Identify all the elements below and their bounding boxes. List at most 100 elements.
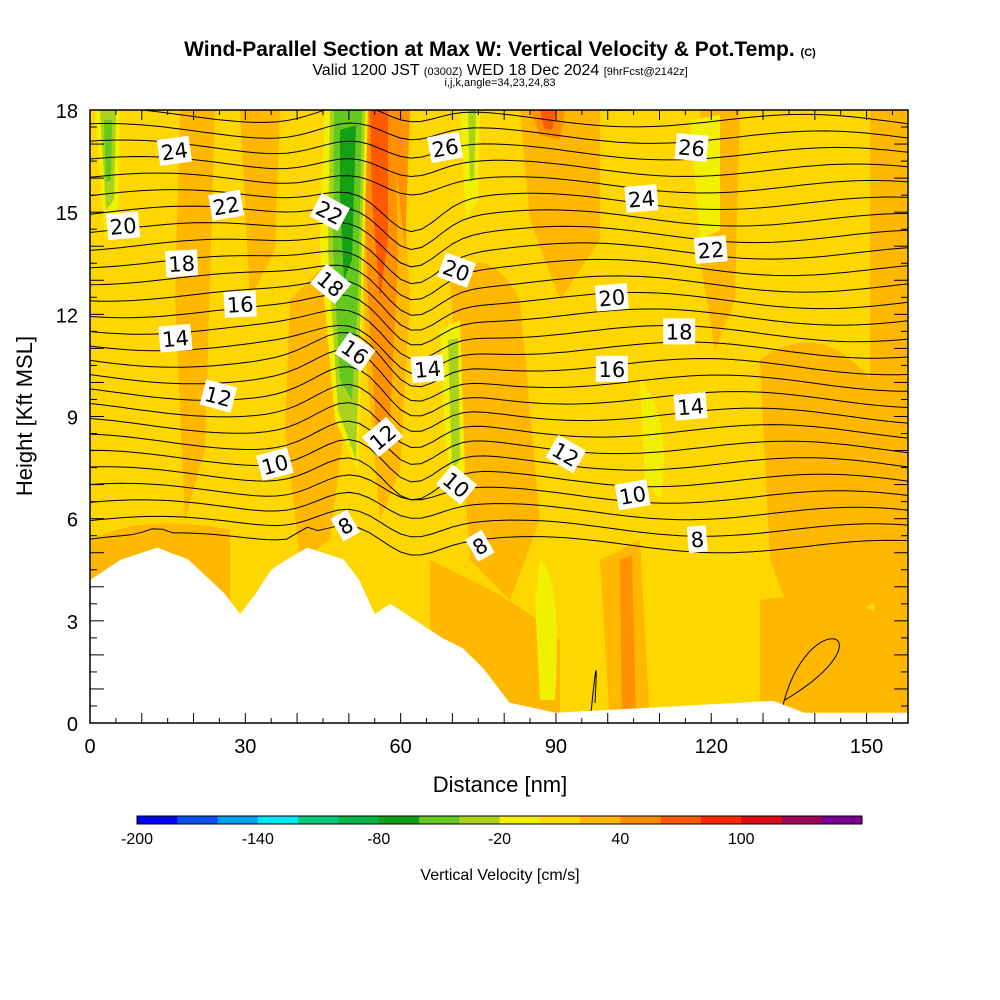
contour-label: 22 <box>208 189 245 221</box>
colorbar: -200 -140 -80 -20 40 100 <box>121 815 863 848</box>
contour-label-bg <box>435 464 478 505</box>
theta-contour-line <box>90 250 908 301</box>
contour-label-bg <box>223 290 257 318</box>
contour-label: 10 <box>256 447 294 481</box>
colorbar-swatch <box>177 816 219 824</box>
colorbar-swatch <box>137 816 178 824</box>
theta-contour-line <box>90 438 908 483</box>
contour-label-text: 14 <box>676 394 705 420</box>
contour-label: 10 <box>614 479 651 511</box>
contour-label-text: 24 <box>160 138 190 165</box>
theta-contour-line <box>90 264 908 316</box>
velocity-peak-negative <box>340 125 356 280</box>
contour-label: 26 <box>427 131 464 164</box>
colorbar-swatch <box>580 816 621 824</box>
contour-label: 14 <box>158 323 193 353</box>
theta-contour-line <box>90 420 908 465</box>
theta-contour-line <box>90 50 908 80</box>
contour-label-text: 10 <box>617 482 647 510</box>
colorbar-swatch <box>459 816 500 824</box>
colorbar-swatch <box>781 816 823 824</box>
colorbar-swatch <box>620 816 662 824</box>
y-tick-label: 15 <box>56 203 78 225</box>
theta-contour-line <box>90 122 908 144</box>
contour-label: 20 <box>106 211 141 241</box>
x-tick-label: 90 <box>545 736 567 758</box>
contour-label-bg <box>330 509 360 542</box>
theta-contour-line <box>90 508 908 538</box>
contour-label: 24 <box>156 135 193 166</box>
x-tick-label: 120 <box>695 736 728 758</box>
terrain <box>90 547 908 723</box>
contour-label-bg <box>465 529 495 562</box>
contour-label-bg <box>595 355 628 382</box>
contour-label-bg <box>437 252 477 288</box>
theta-contour-line <box>90 332 908 388</box>
theta-contour-line <box>779 638 840 721</box>
contour-label-bg <box>158 323 193 353</box>
contour-label-text: 14 <box>413 357 442 383</box>
contour-label: 22 <box>693 235 728 264</box>
contour-label-bg <box>663 318 696 345</box>
theta-contour-line <box>90 402 908 449</box>
contour-label: 14 <box>410 354 445 384</box>
contour-label-text: 8 <box>690 528 705 553</box>
contour-label-bg <box>199 379 238 413</box>
y-axis: 0 3 6 9 12 15 18 <box>56 101 908 736</box>
colorbar-swatch <box>741 816 782 824</box>
x-tick-label: 150 <box>850 736 883 758</box>
y-tick-label: 12 <box>56 305 78 327</box>
contour-label-text: 26 <box>677 135 706 161</box>
chart-indices: i,j,k,angle=34,23,24,83 <box>444 77 556 89</box>
colorbar-swatch <box>298 816 339 824</box>
contour-label-text: 18 <box>168 252 196 277</box>
colorbar-swatch <box>700 816 742 824</box>
y-axis-label: Height [Kft MSL] <box>12 336 37 496</box>
velocity-field: 2422201816141210822181612262014108122624… <box>90 50 908 723</box>
contour-label-bg <box>594 282 629 312</box>
contour-label-bg <box>686 525 708 553</box>
theta-contour-line <box>590 110 646 111</box>
x-axis: 0 30 60 90 120 150 <box>84 110 893 758</box>
colorbar-tick-label: -80 <box>367 831 390 848</box>
contour-label: 14 <box>673 391 708 421</box>
contour-label-bg <box>693 235 728 264</box>
theta-contour-line <box>90 172 908 196</box>
colorbar-tick-label: -140 <box>242 831 274 848</box>
colorbar-swatch <box>821 816 863 824</box>
contour-label-bg <box>624 184 659 213</box>
contour-label-text: 24 <box>627 186 656 212</box>
theta-contour-line <box>90 236 908 285</box>
contour-label: 8 <box>330 509 360 542</box>
contour-label-bg <box>156 135 193 166</box>
contour-label: 20 <box>437 252 477 288</box>
contour-label-text: 22 <box>696 238 725 264</box>
contour-label-text: 26 <box>430 134 460 162</box>
contour-label: 8 <box>465 529 495 562</box>
contour-label-bg <box>310 263 352 304</box>
colorbar-tick-label: 40 <box>611 831 629 848</box>
theta-contour-line <box>90 279 908 331</box>
contour-label-text: 16 <box>598 358 625 382</box>
colorbar-tick-label: -200 <box>121 831 153 848</box>
colorbar-tick-label: 100 <box>728 831 755 848</box>
theta-contour-line <box>90 155 908 178</box>
y-tick-label: 6 <box>67 510 78 532</box>
theta-contour-line <box>90 348 908 402</box>
y-tick-label: 3 <box>67 612 78 634</box>
theta-contour-line <box>90 139 908 161</box>
colorbar-swatch <box>660 816 702 824</box>
chart-subtitle: Valid 1200 JST (0300Z) WED 18 Dec 2024 [… <box>312 62 688 79</box>
contour-label-bg <box>674 133 709 162</box>
colorbar-swatch <box>499 816 541 824</box>
theta-contour-line <box>90 491 908 521</box>
x-tick-label: 30 <box>234 736 256 758</box>
contour-label-bg <box>208 189 245 221</box>
colorbar-swatch <box>338 816 380 824</box>
contour-label-bg <box>361 416 404 458</box>
theta-contour-line <box>90 383 908 432</box>
theta-contour-line <box>90 309 908 360</box>
contour-label-bg <box>410 354 445 384</box>
theta-contour-line <box>90 474 908 504</box>
